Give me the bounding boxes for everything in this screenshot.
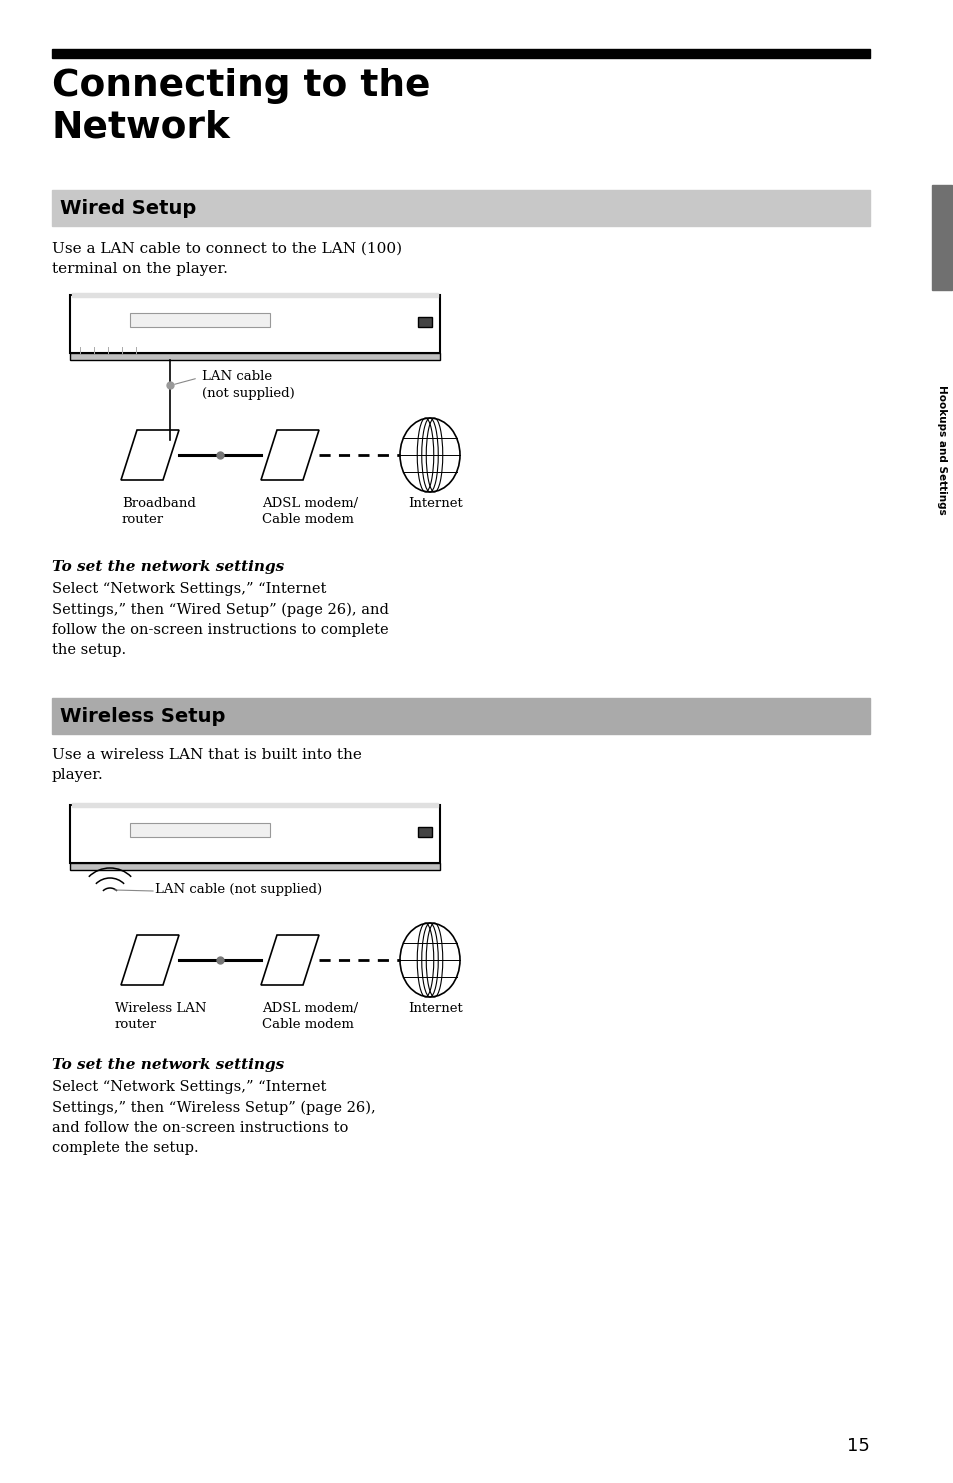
- Text: To set the network settings: To set the network settings: [52, 561, 284, 574]
- Ellipse shape: [399, 922, 459, 997]
- Bar: [52, 190, 869, 225]
- Bar: [417, 828, 432, 836]
- Text: Hookups and Settings: Hookups and Settings: [936, 386, 946, 515]
- Text: Wired Setup: Wired Setup: [60, 200, 196, 218]
- Text: ADSL modem/
Cable modem: ADSL modem/ Cable modem: [262, 1003, 357, 1031]
- Text: To set the network settings: To set the network settings: [52, 1057, 284, 1072]
- Bar: [931, 185, 951, 291]
- Text: Wireless Setup: Wireless Setup: [60, 707, 225, 727]
- Bar: [130, 313, 270, 326]
- Text: Network: Network: [52, 110, 231, 145]
- Text: Connecting to the: Connecting to the: [52, 68, 430, 104]
- FancyBboxPatch shape: [70, 295, 439, 353]
- Text: terminal on the player.: terminal on the player.: [52, 262, 228, 276]
- Bar: [71, 802, 437, 807]
- Text: LAN cable
(not supplied): LAN cable (not supplied): [202, 369, 294, 400]
- Text: Select “Network Settings,” “Internet
Settings,” then “Wired Setup” (page 26), an: Select “Network Settings,” “Internet Set…: [52, 581, 389, 657]
- Polygon shape: [121, 430, 179, 480]
- Polygon shape: [261, 934, 318, 985]
- Text: Broadband
router: Broadband router: [122, 497, 195, 526]
- Bar: [130, 823, 270, 836]
- Text: Use a wireless LAN that is built into the: Use a wireless LAN that is built into th…: [52, 747, 361, 762]
- Ellipse shape: [399, 418, 459, 492]
- Text: Wireless LAN
router: Wireless LAN router: [115, 1003, 206, 1031]
- Polygon shape: [261, 430, 318, 480]
- Text: 15: 15: [846, 1437, 869, 1455]
- Text: Internet: Internet: [408, 497, 462, 510]
- Text: Internet: Internet: [408, 1003, 462, 1014]
- Bar: [52, 698, 869, 734]
- Bar: [52, 49, 869, 58]
- Bar: [417, 317, 432, 326]
- Text: player.: player.: [52, 768, 104, 782]
- Bar: [70, 353, 439, 360]
- Bar: [71, 294, 437, 297]
- Polygon shape: [121, 934, 179, 985]
- Text: Select “Network Settings,” “Internet
Settings,” then “Wireless Setup” (page 26),: Select “Network Settings,” “Internet Set…: [52, 1080, 375, 1155]
- Text: Use a LAN cable to connect to the LAN (100): Use a LAN cable to connect to the LAN (1…: [52, 242, 402, 257]
- Bar: [70, 863, 439, 871]
- FancyBboxPatch shape: [70, 805, 439, 863]
- Text: ADSL modem/
Cable modem: ADSL modem/ Cable modem: [262, 497, 357, 526]
- Text: LAN cable (not supplied): LAN cable (not supplied): [154, 882, 322, 896]
